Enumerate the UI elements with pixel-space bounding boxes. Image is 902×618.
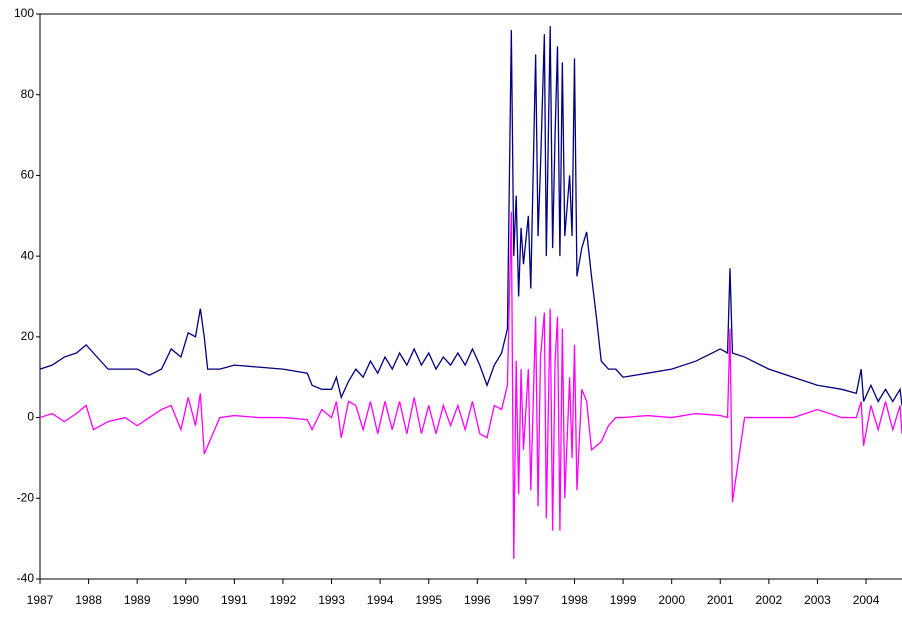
y-tick-label: 80 (21, 87, 35, 101)
y-tick-label: 100 (14, 6, 34, 20)
series-line (39, 211, 902, 559)
x-tick-label: 1993 (318, 593, 345, 607)
x-tick-label: 1990 (172, 593, 199, 607)
x-tick-label: 1992 (270, 593, 297, 607)
x-tick-label: 1987 (27, 593, 54, 607)
x-tick-label: 2001 (707, 593, 734, 607)
x-tick-label: 1999 (610, 593, 637, 607)
x-tick-label: 2002 (756, 593, 783, 607)
x-tick-label: 1988 (75, 593, 102, 607)
y-tick-label: 20 (21, 329, 35, 343)
x-tick-label: 1997 (513, 593, 540, 607)
y-tick-label: 0 (27, 410, 34, 424)
y-tick-label: 60 (21, 168, 35, 182)
x-tick-label: 1991 (221, 593, 248, 607)
y-tick-label: -20 (17, 490, 35, 504)
x-tick-label: 1989 (124, 593, 151, 607)
y-tick-label: -40 (17, 571, 35, 585)
x-tick-label: 2004 (853, 593, 880, 607)
x-tick-label: 2003 (804, 593, 831, 607)
x-tick-label: 1998 (561, 593, 588, 607)
y-tick-label: 40 (21, 248, 35, 262)
x-tick-label: 2000 (658, 593, 685, 607)
series-line (39, 26, 902, 406)
x-tick-label: 1994 (367, 593, 394, 607)
x-tick-label: 1996 (464, 593, 491, 607)
x-tick-label: 1995 (415, 593, 442, 607)
